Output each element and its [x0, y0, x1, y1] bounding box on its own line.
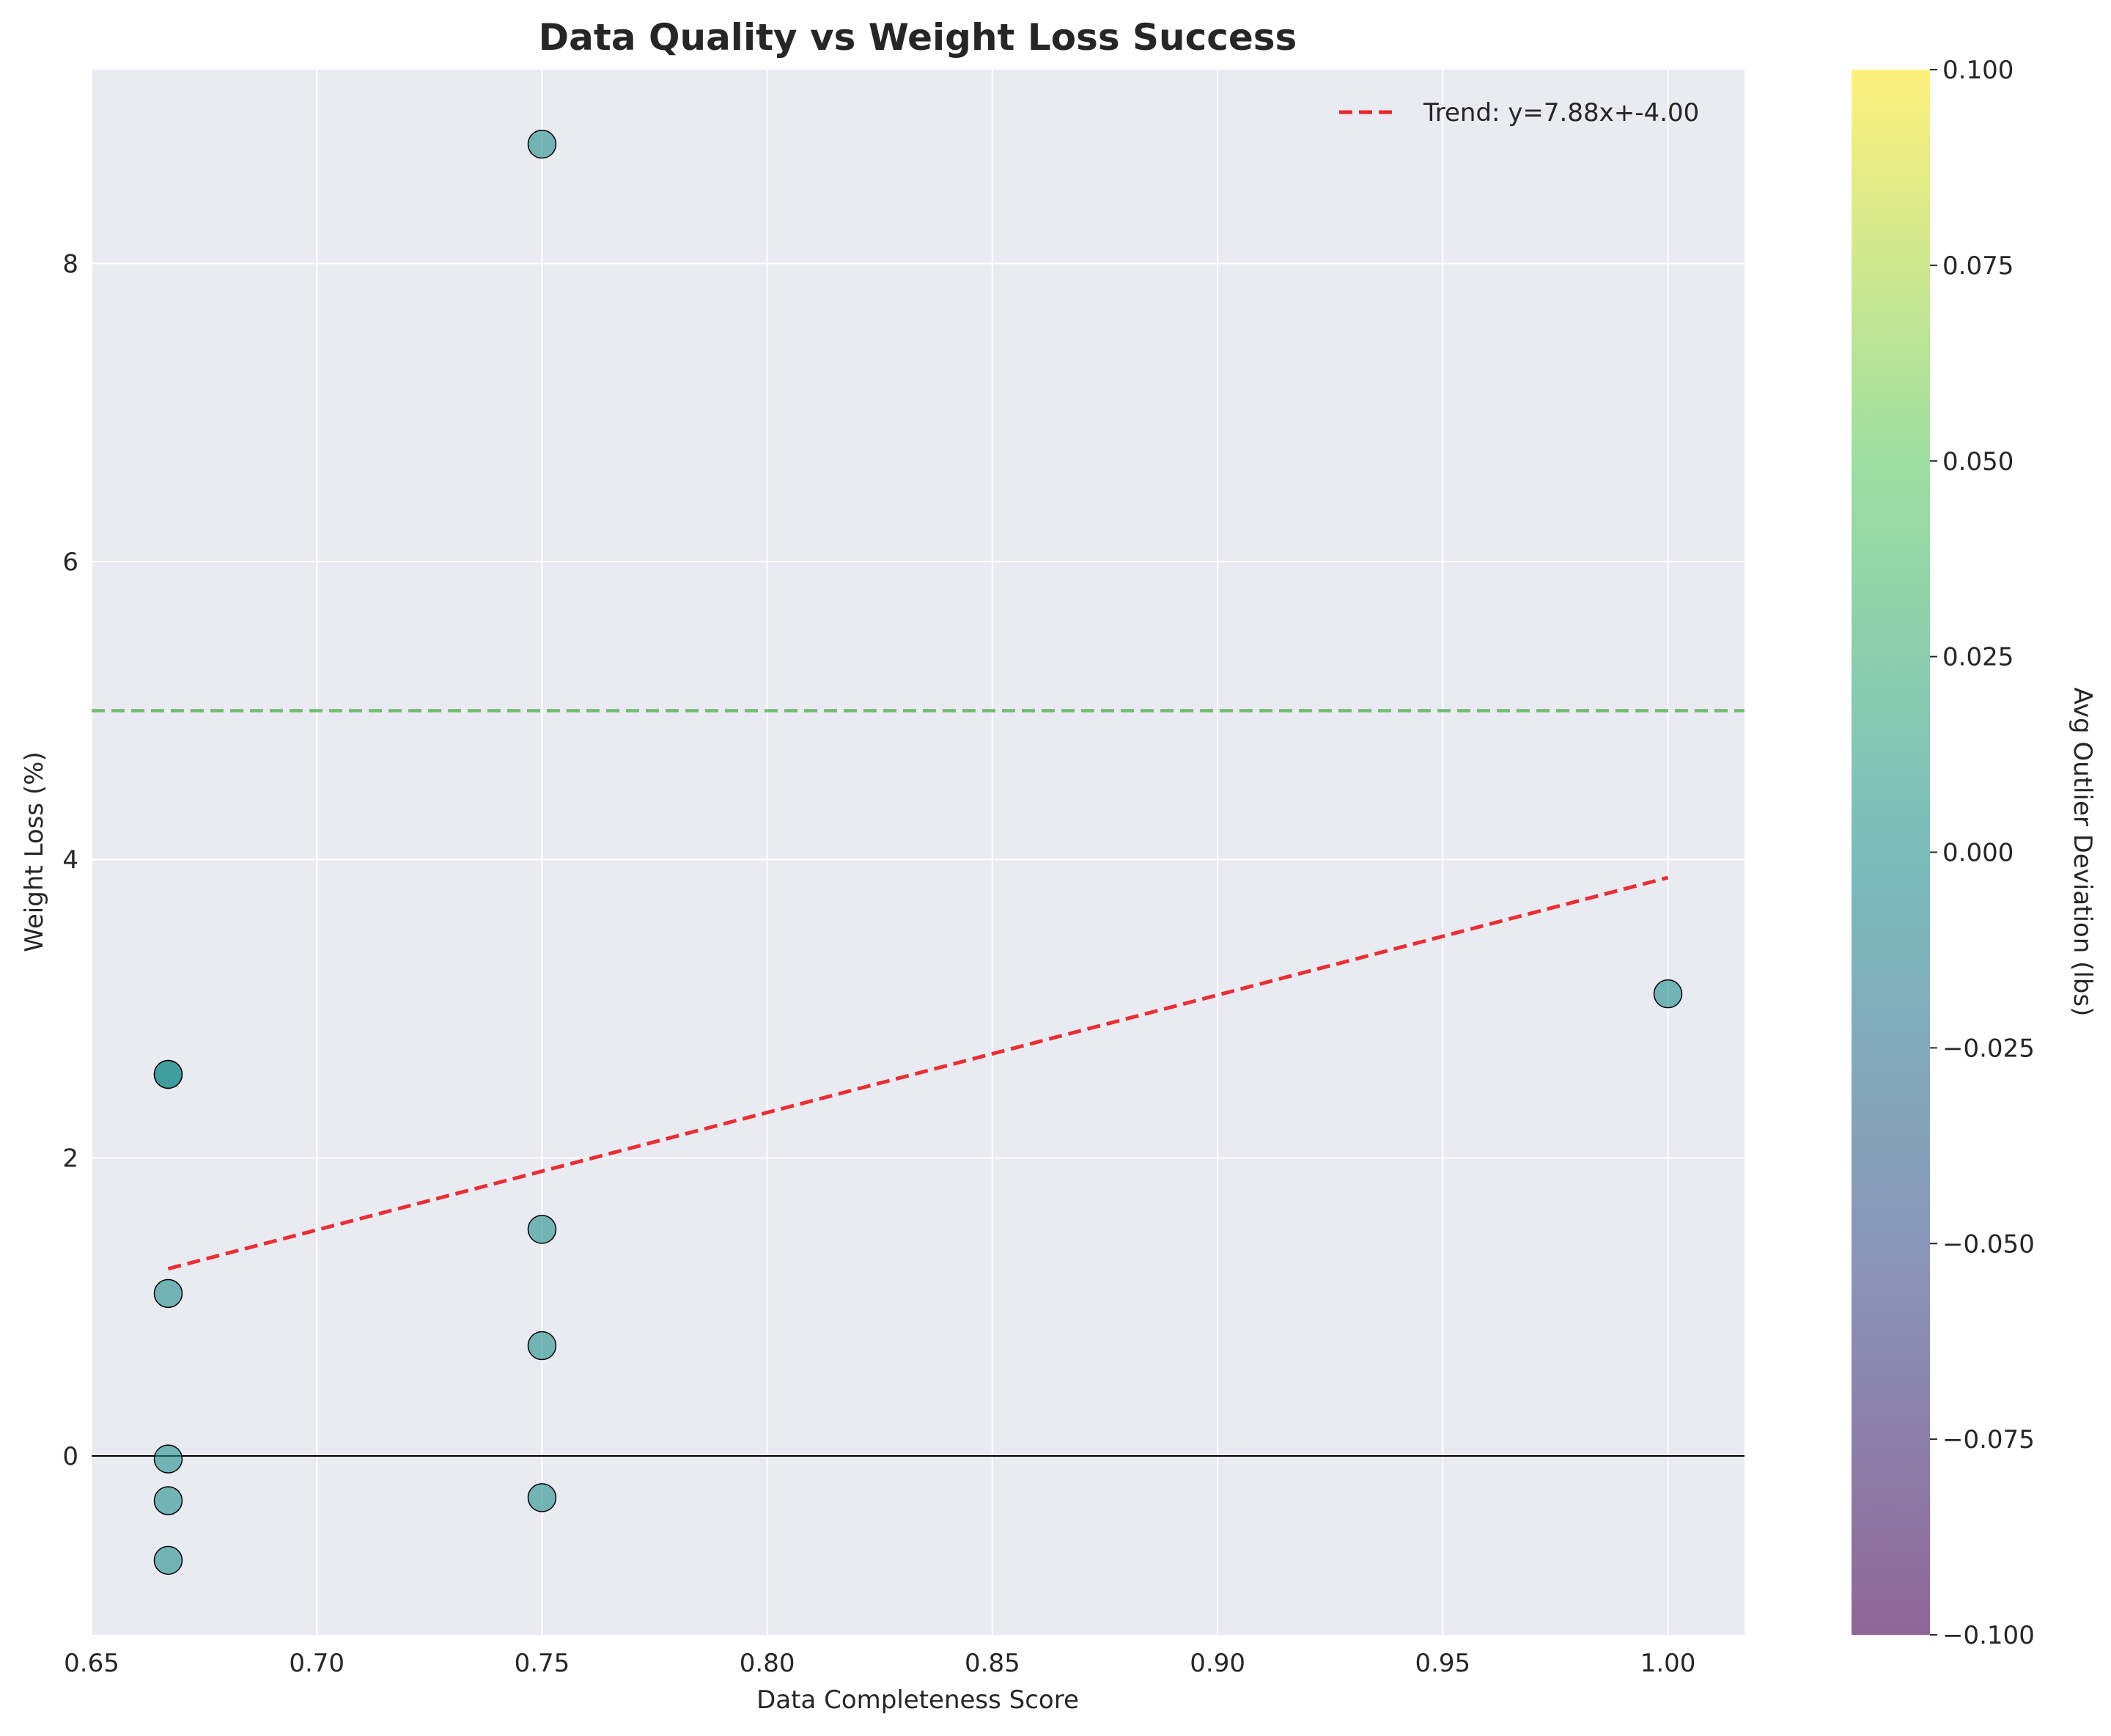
- x-tick-label: 0.75: [515, 1649, 570, 1678]
- y-tick-label: 4: [62, 846, 78, 875]
- y-tick-label: 8: [62, 249, 78, 279]
- x-tick-label: 0.90: [1190, 1649, 1245, 1678]
- data-point: [153, 1059, 183, 1089]
- x-tick-label: 0.95: [1415, 1649, 1470, 1678]
- data-point: [527, 129, 557, 159]
- x-tick-label: 0.85: [965, 1649, 1020, 1678]
- colorbar-tick-label: 0.075: [1942, 251, 2014, 281]
- data-point: [527, 1483, 557, 1512]
- plot-area: [92, 70, 1745, 1635]
- x-tick-label: 0.70: [289, 1649, 345, 1678]
- data-point: [153, 1486, 183, 1515]
- y-tick-label: 6: [62, 548, 78, 577]
- y-tick-label: 2: [62, 1144, 78, 1173]
- legend: Trend: y=7.88x+-4.00: [1339, 98, 1699, 128]
- x-axis-label: Data Completeness Score: [756, 1685, 1079, 1715]
- grid-lines: [91, 70, 1745, 1635]
- y-axis-label: Weight Loss (%): [20, 751, 49, 952]
- colorbar-tick-label: −0.075: [1942, 1425, 2035, 1454]
- data-point: [153, 1279, 183, 1309]
- chart-title: Data Quality vs Weight Loss Success: [539, 16, 1297, 59]
- colorbar-label: Avg Outlier Deviation (lbs): [2068, 688, 2097, 1017]
- colorbar-tick-label: 0.050: [1942, 447, 2014, 477]
- x-tick-label: 1.00: [1640, 1649, 1696, 1678]
- colorbar: [1852, 70, 1930, 1635]
- colorbar-tick-label: −0.100: [1942, 1621, 2035, 1650]
- data-point: [527, 1331, 557, 1361]
- colorbar-tick-label: −0.025: [1942, 1034, 2035, 1063]
- colorbar-tick-label: 0.025: [1942, 643, 2014, 672]
- colorbar-ticks: 0.100 0.075 0.050 0.025 0.000 −0.025 −0.050 −0.…: [1930, 56, 2035, 1650]
- x-tick-label: 0.65: [64, 1649, 119, 1678]
- y-tick-labels: 0 2 4 6 8: [62, 249, 78, 1471]
- data-points: [153, 129, 1683, 1575]
- x-tick-labels: 0.65 0.70 0.75 0.80 0.85 0.90 0.95 1.00: [64, 1649, 1695, 1678]
- data-point: [1653, 979, 1683, 1009]
- data-point: [153, 1444, 183, 1474]
- trend-line: [167, 875, 1669, 1271]
- colorbar-tick-label: 0.100: [1942, 56, 2014, 85]
- x-tick-label: 0.80: [740, 1649, 795, 1678]
- legend-trend-label: Trend: y=7.88x+-4.00: [1423, 98, 1699, 128]
- data-point: [527, 1215, 557, 1244]
- colorbar-tick-label: 0.000: [1942, 839, 2014, 868]
- y-tick-label: 0: [62, 1442, 78, 1471]
- reference-lines: [92, 709, 1745, 1457]
- data-point: [153, 1545, 183, 1575]
- colorbar-tick-label: −0.050: [1942, 1229, 2035, 1259]
